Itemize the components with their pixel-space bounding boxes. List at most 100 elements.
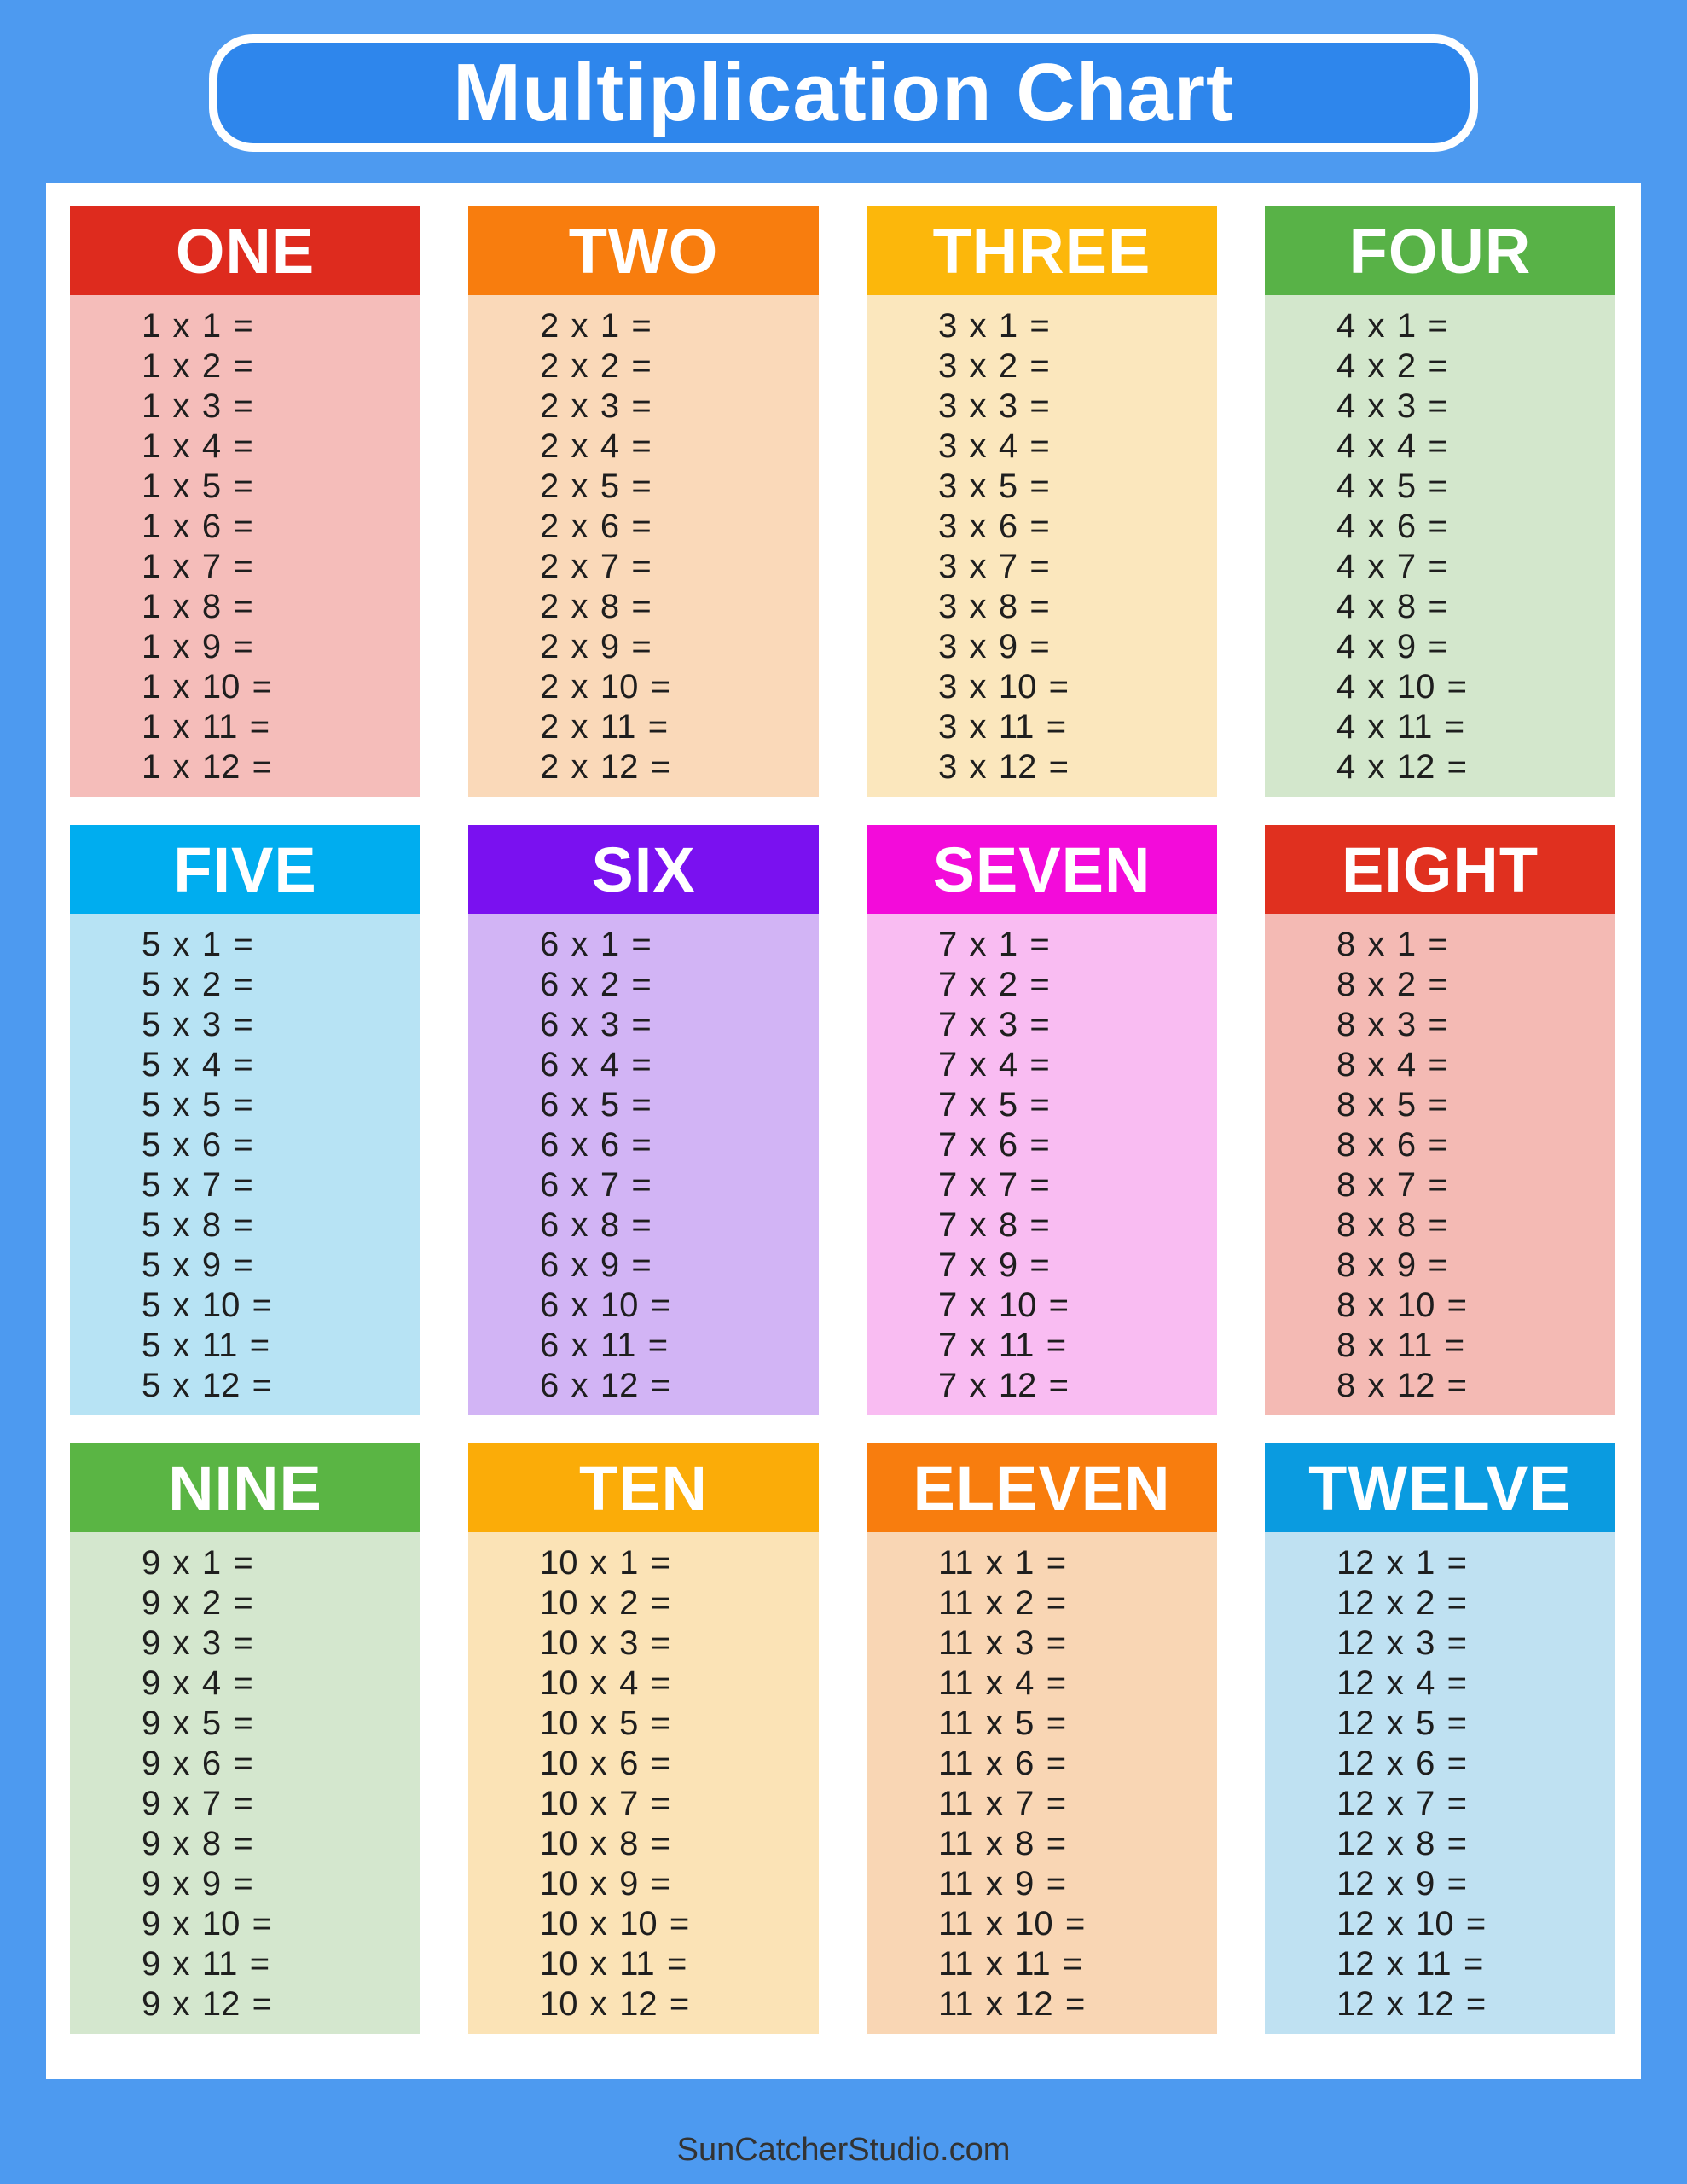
multiplication-row: 12 x 4 = bbox=[1336, 1664, 1468, 1702]
card-eight: EIGHT 8 x 1 = 8 x 2 = 8 x 3 = 8 x 4 = 8 x 5 =… bbox=[1265, 825, 1615, 1415]
multiplication-row: 11 x 7 = bbox=[938, 1785, 1067, 1822]
card-four: FOUR 4 x 1 = 4 x 2 = 4 x 3 = 4 x 4 = 4 x 5 = 4… bbox=[1265, 206, 1615, 797]
multiplication-row: 5 x 5 = bbox=[142, 1086, 253, 1124]
card-header: EIGHT bbox=[1265, 825, 1615, 914]
multiplication-row: 11 x 6 = bbox=[938, 1745, 1067, 1782]
multiplication-row: 11 x 9 = bbox=[938, 1865, 1067, 1902]
multiplication-row: 1 x 2 = bbox=[142, 347, 253, 385]
multiplication-row: 5 x 1 = bbox=[142, 926, 253, 963]
multiplication-row: 5 x 6 = bbox=[142, 1126, 253, 1164]
card-body: 10 x 1 = 10 x 2 = 10 x 3 = 10 x 4 = 10 x 5 =… bbox=[468, 1532, 819, 2034]
card-title: SIX bbox=[591, 834, 696, 905]
multiplication-row: 9 x 5 = bbox=[142, 1705, 253, 1742]
multiplication-row: 4 x 1 = bbox=[1336, 307, 1448, 345]
multiplication-row: 3 x 4 = bbox=[938, 427, 1050, 465]
card-header: FOUR bbox=[1265, 206, 1615, 295]
card-three: THREE 3 x 1 = 3 x 2 = 3 x 3 = 3 x 4 = 3 x 5 =… bbox=[867, 206, 1217, 797]
multiplication-row: 8 x 3 = bbox=[1336, 1006, 1448, 1043]
multiplication-row: 10 x 12 = bbox=[540, 1985, 690, 2023]
multiplication-row: 7 x 5 = bbox=[938, 1086, 1050, 1124]
multiplication-row: 10 x 11 = bbox=[540, 1945, 687, 1983]
multiplication-row: 4 x 8 = bbox=[1336, 588, 1448, 625]
multiplication-row: 11 x 11 = bbox=[938, 1945, 1083, 1983]
multiplication-row: 6 x 2 = bbox=[540, 966, 652, 1003]
multiplication-row: 4 x 11 = bbox=[1336, 708, 1465, 746]
card-body: 7 x 1 = 7 x 2 = 7 x 3 = 7 x 4 = 7 x 5 = 7 x 6… bbox=[867, 914, 1217, 1415]
card-body: 11 x 1 = 11 x 2 = 11 x 3 = 11 x 4 = 11 x 5 =… bbox=[867, 1532, 1217, 2034]
card-body: 2 x 1 = 2 x 2 = 2 x 3 = 2 x 4 = 2 x 5 = 2 x 6… bbox=[468, 295, 819, 797]
card-header: NINE bbox=[70, 1443, 420, 1532]
multiplication-row: 3 x 2 = bbox=[938, 347, 1050, 385]
multiplication-row: 10 x 4 = bbox=[540, 1664, 671, 1702]
multiplication-row: 8 x 10 = bbox=[1336, 1287, 1468, 1324]
multiplication-row: 2 x 2 = bbox=[540, 347, 652, 385]
multiplication-row: 6 x 6 = bbox=[540, 1126, 652, 1164]
multiplication-row: 11 x 2 = bbox=[938, 1584, 1067, 1622]
chart-sheet: ONE 1 x 1 = 1 x 2 = 1 x 3 = 1 x 4 = 1 x 5 = 1 … bbox=[46, 183, 1641, 2079]
multiplication-row: 7 x 2 = bbox=[938, 966, 1050, 1003]
card-header: SIX bbox=[468, 825, 819, 914]
multiplication-row: 5 x 9 = bbox=[142, 1246, 253, 1284]
multiplication-row: 8 x 6 = bbox=[1336, 1126, 1448, 1164]
multiplication-row: 3 x 12 = bbox=[938, 748, 1070, 786]
card-header: ELEVEN bbox=[867, 1443, 1217, 1532]
multiplication-row: 1 x 7 = bbox=[142, 548, 253, 585]
multiplication-row: 9 x 6 = bbox=[142, 1745, 253, 1782]
multiplication-row: 3 x 6 = bbox=[938, 508, 1050, 545]
card-header: TWO bbox=[468, 206, 819, 295]
multiplication-row: 3 x 10 = bbox=[938, 668, 1070, 706]
card-title: NINE bbox=[168, 1452, 322, 1524]
card-five: FIVE 5 x 1 = 5 x 2 = 5 x 3 = 5 x 4 = 5 x 5 = 5… bbox=[70, 825, 420, 1415]
card-two: TWO 2 x 1 = 2 x 2 = 2 x 3 = 2 x 4 = 2 x 5 = 2 … bbox=[468, 206, 819, 797]
multiplication-row: 5 x 11 = bbox=[142, 1327, 270, 1364]
card-header: SEVEN bbox=[867, 825, 1217, 914]
multiplication-row: 1 x 5 = bbox=[142, 468, 253, 505]
multiplication-row: 6 x 12 = bbox=[540, 1367, 671, 1404]
multiplication-row: 9 x 4 = bbox=[142, 1664, 253, 1702]
multiplication-row: 6 x 4 = bbox=[540, 1046, 652, 1083]
multiplication-row: 9 x 9 = bbox=[142, 1865, 253, 1902]
multiplication-row: 6 x 11 = bbox=[540, 1327, 669, 1364]
multiplication-row: 8 x 5 = bbox=[1336, 1086, 1448, 1124]
multiplication-row: 8 x 9 = bbox=[1336, 1246, 1448, 1284]
card-header: ONE bbox=[70, 206, 420, 295]
card-body: 1 x 1 = 1 x 2 = 1 x 3 = 1 x 4 = 1 x 5 = 1 x 6… bbox=[70, 295, 420, 797]
multiplication-row: 2 x 5 = bbox=[540, 468, 652, 505]
card-body: 9 x 1 = 9 x 2 = 9 x 3 = 9 x 4 = 9 x 5 = 9 x 6… bbox=[70, 1532, 420, 2034]
multiplication-row: 7 x 3 = bbox=[938, 1006, 1050, 1043]
multiplication-row: 9 x 7 = bbox=[142, 1785, 253, 1822]
multiplication-row: 12 x 5 = bbox=[1336, 1705, 1468, 1742]
multiplication-row: 2 x 9 = bbox=[540, 628, 652, 665]
multiplication-row: 9 x 10 = bbox=[142, 1905, 273, 1943]
card-six: SIX 6 x 1 = 6 x 2 = 6 x 3 = 6 x 4 = 6 x 5 = 6 … bbox=[468, 825, 819, 1415]
card-title: TWO bbox=[568, 215, 719, 287]
multiplication-row: 4 x 4 = bbox=[1336, 427, 1448, 465]
footer: SunCatcherStudio.com bbox=[0, 2131, 1687, 2169]
multiplication-row: 11 x 5 = bbox=[938, 1705, 1067, 1742]
multiplication-row: 8 x 2 = bbox=[1336, 966, 1448, 1003]
page-title: Multiplication Chart bbox=[453, 47, 1234, 138]
multiplication-row: 7 x 12 = bbox=[938, 1367, 1070, 1404]
multiplication-row: 7 x 8 = bbox=[938, 1206, 1050, 1244]
multiplication-row: 7 x 9 = bbox=[938, 1246, 1050, 1284]
multiplication-row: 1 x 8 = bbox=[142, 588, 253, 625]
multiplication-row: 6 x 7 = bbox=[540, 1166, 652, 1204]
footer-site-name: SunCatcherStudio.com bbox=[676, 2132, 1011, 2168]
multiplication-row: 12 x 9 = bbox=[1336, 1865, 1468, 1902]
multiplication-row: 6 x 10 = bbox=[540, 1287, 671, 1324]
multiplication-row: 3 x 5 = bbox=[938, 468, 1050, 505]
card-eleven: ELEVEN 11 x 1 = 11 x 2 = 11 x 3 = 11 x 4 = 11… bbox=[867, 1443, 1217, 2034]
multiplication-row: 12 x 1 = bbox=[1336, 1544, 1468, 1582]
card-body: 4 x 1 = 4 x 2 = 4 x 3 = 4 x 4 = 4 x 5 = 4 x 6… bbox=[1265, 295, 1615, 797]
multiplication-row: 5 x 3 = bbox=[142, 1006, 253, 1043]
multiplication-row: 5 x 12 = bbox=[142, 1367, 273, 1404]
multiplication-row: 8 x 7 = bbox=[1336, 1166, 1448, 1204]
multiplication-row: 3 x 1 = bbox=[938, 307, 1050, 345]
multiplication-row: 3 x 3 = bbox=[938, 387, 1050, 425]
multiplication-row: 6 x 3 = bbox=[540, 1006, 652, 1043]
card-one: ONE 1 x 1 = 1 x 2 = 1 x 3 = 1 x 4 = 1 x 5 = 1 … bbox=[70, 206, 420, 797]
multiplication-row: 2 x 10 = bbox=[540, 668, 671, 706]
multiplication-row: 10 x 6 = bbox=[540, 1745, 671, 1782]
multiplication-row: 10 x 8 = bbox=[540, 1825, 671, 1862]
